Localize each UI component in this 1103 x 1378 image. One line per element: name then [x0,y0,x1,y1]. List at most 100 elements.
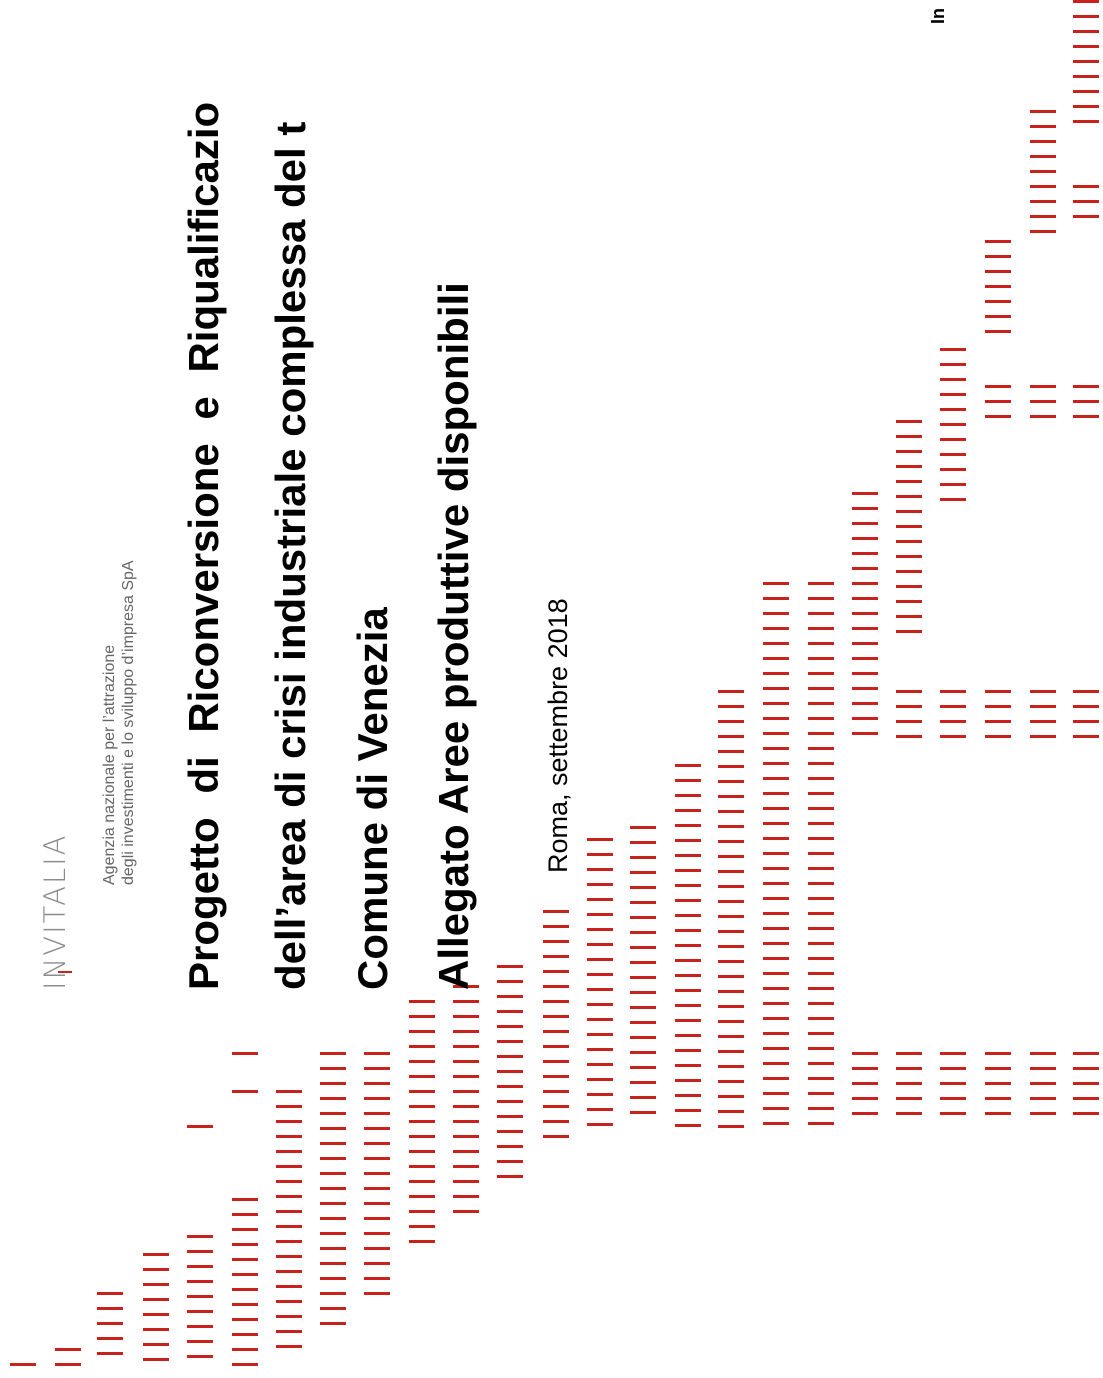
dash-mark [808,1002,834,1005]
dash-mark [543,985,569,988]
dash-mark [320,1172,346,1175]
dash-mark [1073,15,1099,18]
dash-mark [630,1021,656,1024]
dash-mark [276,1090,302,1093]
dash-mark [630,991,656,994]
dash-mark [276,1240,302,1243]
corner-text: In [928,8,948,24]
dash-mark [276,1330,302,1333]
dash-mark [276,1255,302,1258]
dash-mark [808,882,834,885]
dash-mark [763,777,789,780]
dash-mark [718,1035,744,1038]
title-line-1: Progetto di Riconversione e Riqualificaz… [180,101,227,990]
dash-mark [718,1050,744,1053]
dash-mark [543,1000,569,1003]
dash-mark [1030,200,1056,203]
dash-mark [409,1240,435,1243]
dash-mark [497,1085,523,1088]
title-line-4: Allegato Aree produttive disponibili [430,282,477,990]
dash-mark [763,987,789,990]
dash-mark [97,1292,123,1295]
dash-mark [675,944,701,947]
dash-mark [364,1292,390,1295]
dash-mark [187,1310,213,1313]
dash-mark [718,990,744,993]
dash-mark [763,1047,789,1050]
dash-mark [630,1096,656,1099]
dash-mark [630,826,656,829]
dash-mark [1073,45,1099,48]
dash-mark [1073,30,1099,33]
dash-mark [409,1015,435,1018]
dash-mark [675,839,701,842]
dash-mark [940,423,966,426]
dash-mark [718,1110,744,1113]
dash-mark [808,987,834,990]
dash-mark [587,1033,613,1036]
dash-mark [543,1015,569,1018]
dash-mark [232,1258,258,1261]
dash-mark [276,1315,302,1318]
dash-mark [497,1175,523,1178]
dash-mark [763,687,789,690]
dash-mark [1030,1082,1056,1085]
dash-mark [232,1273,258,1276]
dash-mark [896,510,922,513]
dash-mark [852,627,878,630]
title-line-2: dell’area di crisi industriale complessa… [267,121,314,990]
dash-mark [143,1253,169,1256]
dash-mark [808,1122,834,1125]
dash-mark [763,972,789,975]
dash-mark [364,1262,390,1265]
dash-mark [808,897,834,900]
dash-mark [675,869,701,872]
dash-mark [985,690,1011,693]
dash-mark [763,927,789,930]
dash-mark [143,1328,169,1331]
dash-mark [1073,1067,1099,1070]
dash-mark [763,732,789,735]
dash-mark [1030,1097,1056,1100]
dash-mark [587,973,613,976]
dash-mark [985,330,1011,333]
dash-mark [1073,185,1099,188]
dash-mark [497,980,523,983]
dash-mark [409,1210,435,1213]
dash-mark [763,657,789,660]
dash-mark [232,1052,258,1055]
dash-mark [896,1067,922,1070]
dash-mark [896,465,922,468]
dash-mark [718,840,744,843]
dash-mark [543,925,569,928]
dash-mark [543,955,569,958]
dash-mark [896,615,922,618]
dash-mark [763,642,789,645]
dash-mark [497,995,523,998]
dash-mark [276,1105,302,1108]
dash-mark [763,957,789,960]
dash-mark [1030,170,1056,173]
dash-mark [497,965,523,968]
dash-mark [1030,1052,1056,1055]
dash-mark [320,1307,346,1310]
dash-mark [232,1303,258,1306]
dash-mark [985,1112,1011,1115]
dash-mark [409,1045,435,1048]
dash-mark [320,1322,346,1325]
dash-mark [97,1352,123,1355]
dash-mark [1030,1112,1056,1115]
dash-mark [675,1109,701,1112]
dash-mark [187,1235,213,1238]
dash-mark [718,915,744,918]
dash-mark [896,525,922,528]
dash-mark [852,1067,878,1070]
dash-mark [718,1065,744,1068]
dash-mark [808,1047,834,1050]
dash-mark [232,1213,258,1216]
dash-mark [940,1097,966,1100]
dash-mark [896,1112,922,1115]
dash-mark [763,1017,789,1020]
dash-mark [940,1112,966,1115]
